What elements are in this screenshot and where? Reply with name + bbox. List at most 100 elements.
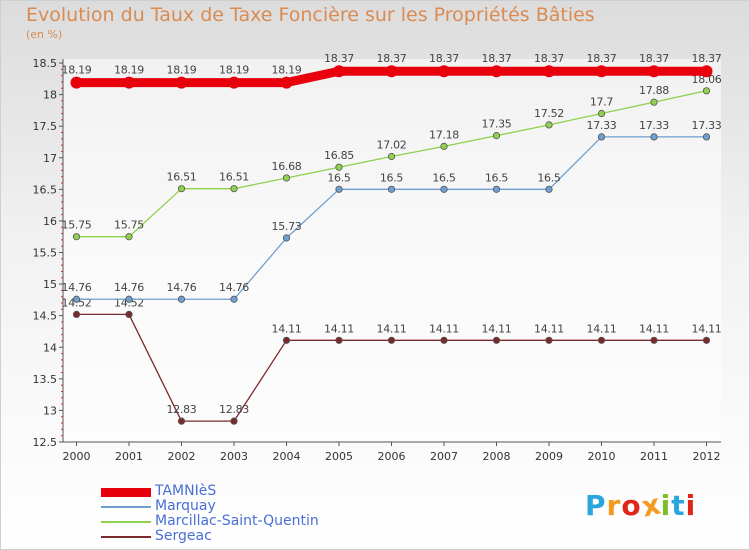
legend-swatch	[101, 506, 151, 508]
y-tick-label: 16	[43, 215, 57, 228]
data-label: 17.33	[639, 119, 669, 132]
data-label: 18.19	[272, 64, 302, 77]
y-tick-label: 18.5	[33, 57, 58, 70]
data-label: 17.52	[534, 107, 564, 120]
data-label: 15.73	[272, 220, 302, 233]
data-label: 14.11	[272, 322, 302, 335]
data-label: 14.11	[692, 322, 722, 335]
legend-label: Marquay	[155, 498, 216, 514]
data-label: 17.18	[429, 128, 459, 141]
x-tick-label: 2003	[220, 450, 248, 463]
data-label: 18.37	[534, 52, 564, 65]
data-point	[438, 65, 450, 78]
data-label: 17.88	[639, 84, 669, 97]
data-point	[490, 65, 503, 78]
chart-title: Evolution du Taux de Taxe Foncière sur l…	[26, 4, 595, 26]
data-point	[385, 65, 398, 78]
data-label: 16.5	[380, 171, 404, 184]
legend-item: Marquay	[101, 498, 401, 514]
y-tick-label: 14.5	[33, 310, 58, 323]
x-tick-label: 2012	[693, 450, 721, 463]
data-point	[597, 336, 606, 344]
data-point	[545, 121, 553, 129]
y-tick-label: 13.5	[33, 373, 58, 386]
y-tick-label: 14	[43, 341, 57, 354]
x-tick-label: 2001	[115, 450, 143, 463]
proxiti-logo: Proxiti	[585, 487, 696, 523]
data-point	[492, 185, 501, 193]
data-point	[72, 310, 81, 319]
data-point	[440, 336, 448, 344]
x-tick-label: 2009	[535, 450, 563, 463]
data-label: 12.83	[167, 403, 197, 416]
data-label: 18.19	[167, 64, 197, 77]
data-label: 14.11	[429, 322, 459, 335]
legend-swatch	[101, 487, 151, 497]
data-label: 16.51	[219, 171, 249, 184]
data-point	[230, 295, 238, 303]
data-label: 18.19	[219, 64, 249, 77]
data-label: 18.37	[324, 52, 354, 65]
y-tick-label: 16.5	[33, 183, 58, 196]
data-label: 14.11	[324, 322, 354, 335]
data-label: 17.02	[377, 138, 407, 151]
legend-swatch	[101, 536, 151, 538]
data-label: 14.76	[114, 281, 144, 294]
data-point	[125, 233, 133, 241]
x-tick-label: 2011	[640, 450, 668, 463]
data-point	[545, 336, 553, 344]
data-label: 14.11	[377, 322, 407, 335]
data-point	[70, 76, 83, 89]
logo-letter: t	[671, 489, 686, 522]
data-point	[123, 76, 135, 89]
line-chart: 12.5 13 13.5 14 14.5 15 15.5 16 16.5 17 17.5 18 18.5…	[33, 52, 723, 463]
y-tick-label: 18	[43, 89, 57, 102]
data-label: 17.7	[590, 96, 614, 109]
data-point	[333, 65, 345, 78]
data-label: 18.37	[429, 52, 459, 65]
data-label: 14.76	[62, 281, 92, 294]
data-point	[125, 295, 133, 303]
logo-letter: P	[585, 489, 607, 522]
data-point	[177, 185, 186, 193]
data-label: 17.35	[482, 118, 512, 131]
data-point	[335, 336, 343, 344]
data-point	[72, 233, 81, 241]
x-tick-label: 2002	[168, 450, 196, 463]
data-point	[492, 336, 501, 344]
data-point	[72, 295, 81, 303]
data-label: 16.5	[432, 171, 456, 184]
data-label: 18.06	[692, 73, 722, 86]
data-label: 16.5	[327, 171, 351, 184]
y-tick-label: 17.5	[33, 120, 58, 133]
data-label: 17.33	[692, 119, 722, 132]
data-point	[335, 185, 343, 193]
legend-item: TAMNIèS	[101, 483, 401, 499]
data-point	[387, 152, 396, 161]
data-label: 18.37	[482, 52, 512, 65]
data-label: 14.11	[639, 322, 669, 335]
legend-label: TAMNIèS	[155, 483, 217, 499]
data-point	[702, 133, 711, 141]
data-point	[650, 336, 658, 344]
data-label: 14.11	[534, 322, 564, 335]
data-label: 18.37	[587, 52, 617, 65]
y-tick-label: 13	[43, 404, 57, 417]
data-label: 16.68	[272, 160, 302, 173]
data-point	[650, 133, 658, 141]
data-point	[282, 174, 291, 182]
data-label: 14.76	[219, 281, 249, 294]
data-point	[335, 163, 343, 171]
data-point	[230, 417, 238, 425]
data-label: 17.33	[587, 119, 617, 132]
x-tick-label: 2004	[273, 450, 301, 463]
legend-label: Sergeac	[155, 528, 212, 544]
logo-letter: r	[606, 489, 622, 522]
data-label: 12.83	[219, 403, 249, 416]
data-point	[175, 76, 188, 89]
x-tick-label: 2006	[378, 450, 406, 463]
data-point	[177, 295, 186, 303]
data-point	[228, 76, 240, 89]
data-point	[700, 65, 713, 78]
y-tick-label: 12.5	[33, 436, 58, 449]
